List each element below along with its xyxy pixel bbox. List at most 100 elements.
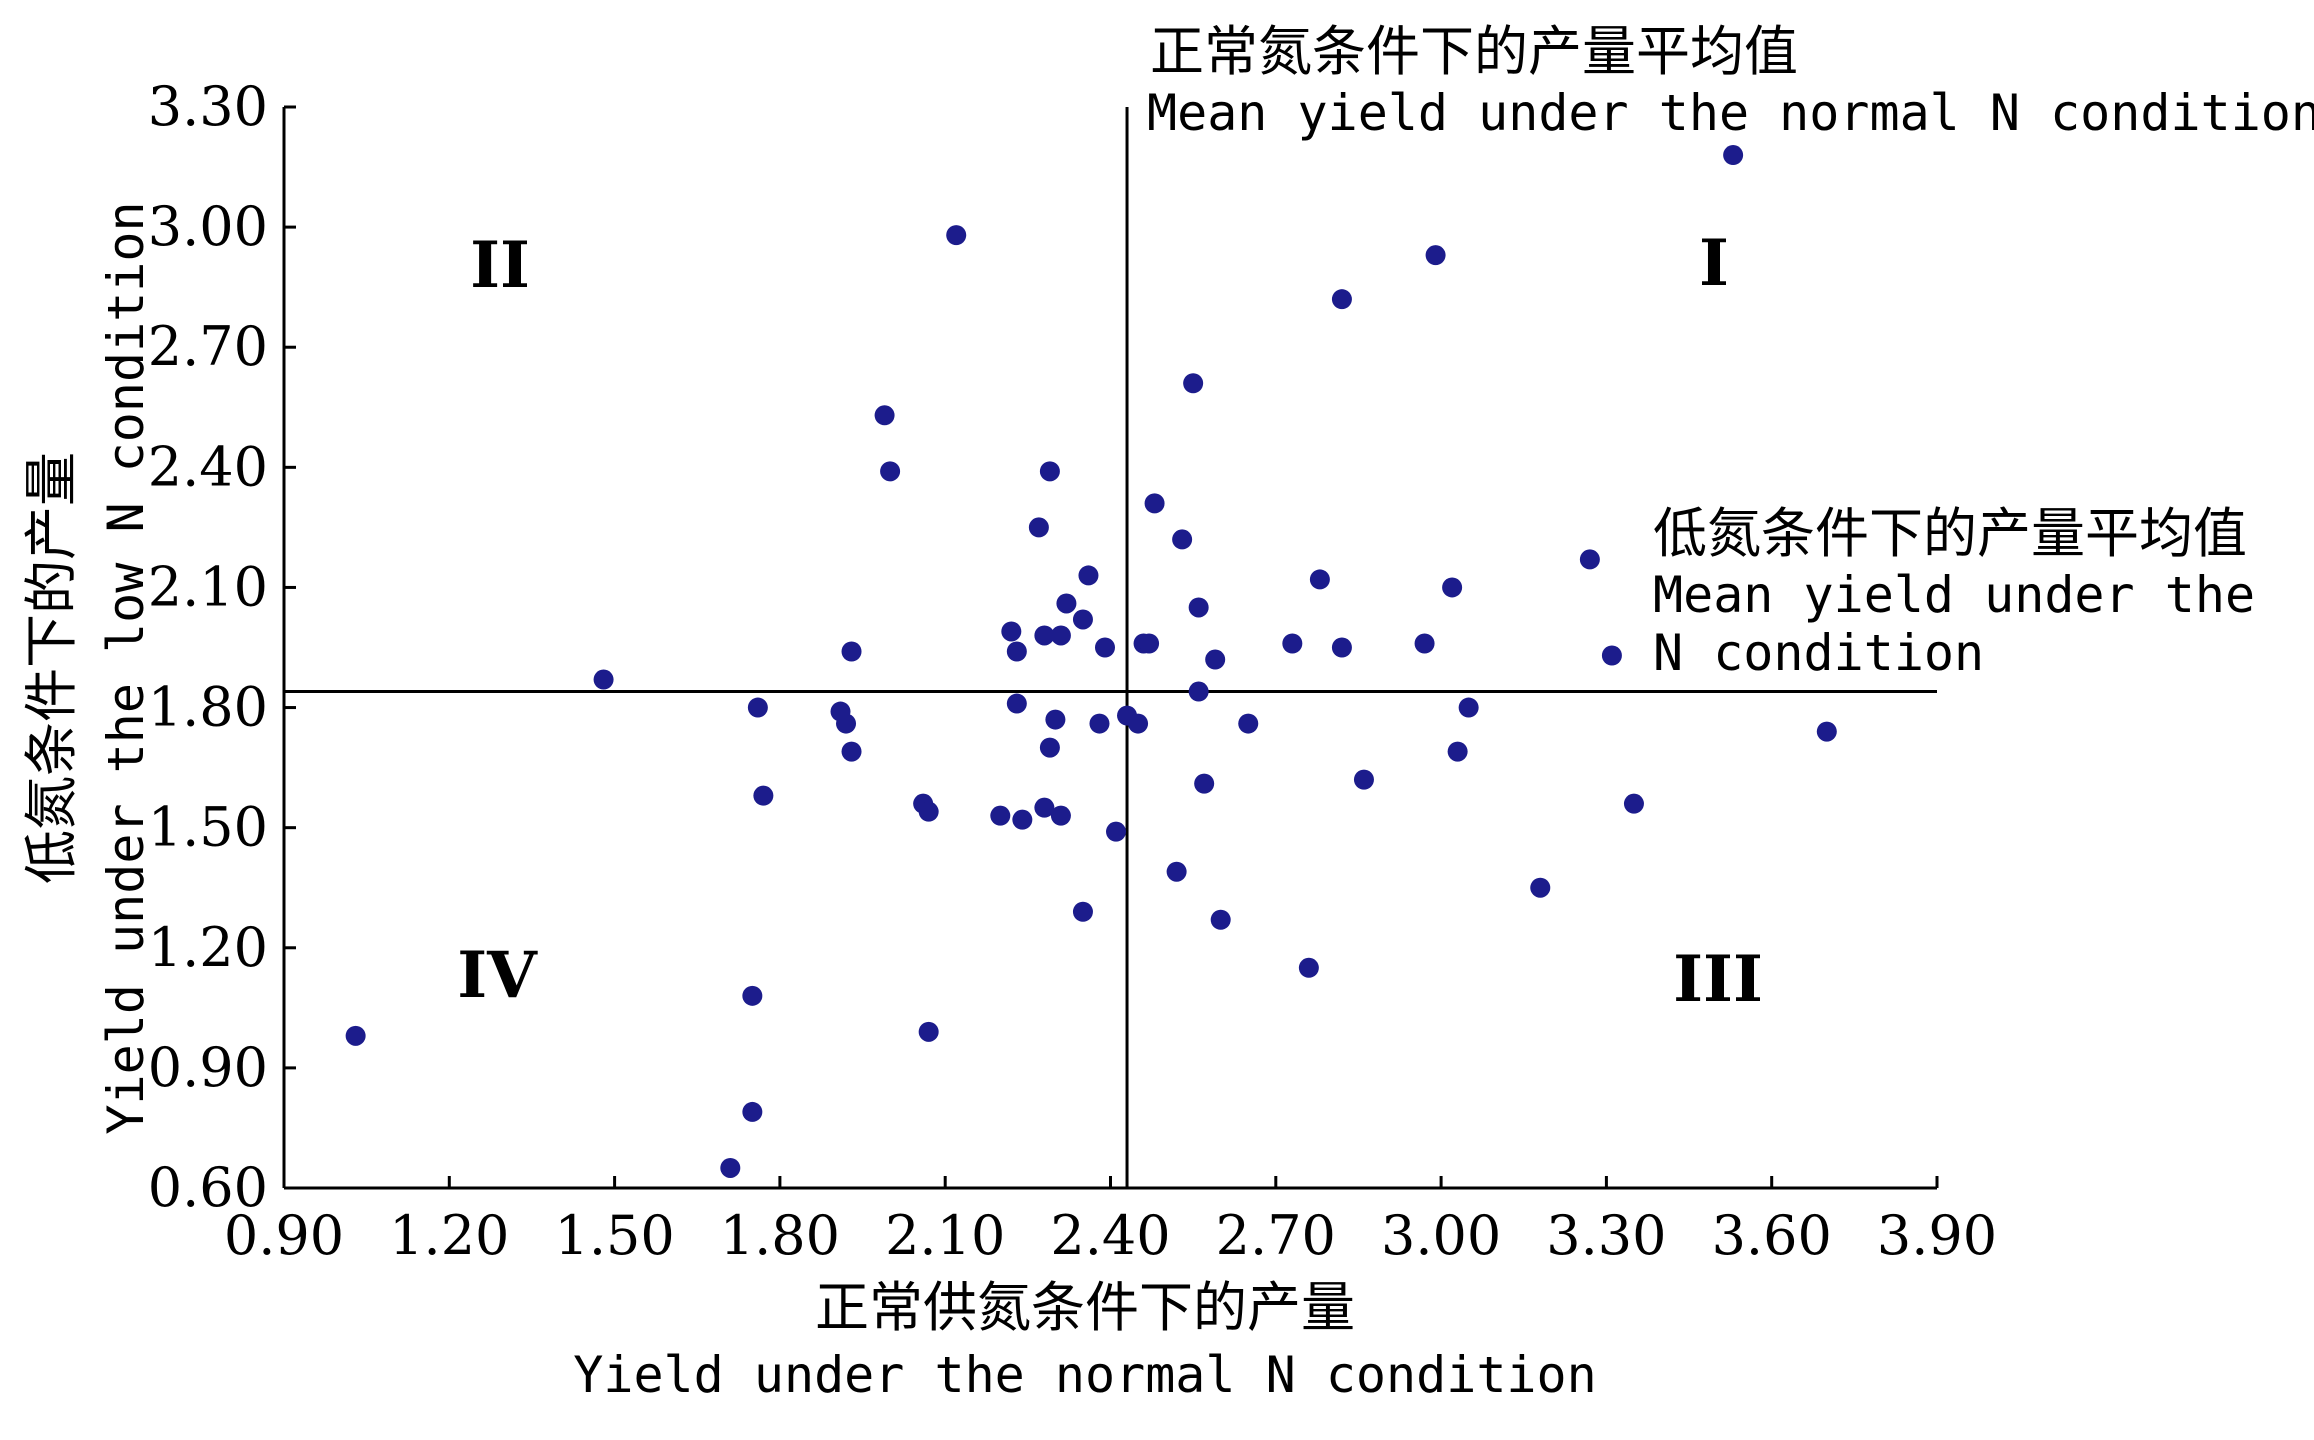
y-tick-label: 0.90 xyxy=(148,1036,268,1099)
data-point xyxy=(1298,957,1319,978)
x-tick-label: 0.90 xyxy=(224,1204,344,1267)
data-point xyxy=(841,741,862,762)
data-point xyxy=(1028,517,1049,538)
data-point xyxy=(874,405,895,426)
data-point xyxy=(1106,821,1127,842)
y-tick-label: 2.70 xyxy=(148,315,268,378)
data-point xyxy=(1050,625,1071,646)
data-point xyxy=(1205,649,1226,670)
mean-lines xyxy=(284,107,1937,1188)
x-tick-label: 3.30 xyxy=(1546,1204,1666,1267)
data-point xyxy=(918,1021,939,1042)
normal-mean-label-en: Mean yield under the normal N condition xyxy=(1147,84,2314,142)
y-axis-title-en: Yield under the low N condition xyxy=(97,201,155,1134)
x-tick-label: 1.80 xyxy=(720,1204,840,1267)
y-tick-label: 1.50 xyxy=(148,796,268,859)
x-axis-title-cn: 正常供氮条件下的产量 xyxy=(815,1276,1355,1339)
y-ticks: 0.60 0.90 1.20 1.50 1.80 2.10 2.40 2.70 3.00 3.30 xyxy=(148,75,296,1219)
data-point xyxy=(1210,909,1231,930)
data-point xyxy=(1579,549,1600,570)
data-point xyxy=(1078,565,1099,586)
data-point xyxy=(1034,625,1055,646)
data-point xyxy=(1034,797,1055,818)
data-point xyxy=(1447,741,1468,762)
data-point xyxy=(1139,633,1160,654)
data-point xyxy=(1050,805,1071,826)
y-tick-label: 1.20 xyxy=(148,916,268,979)
data-point xyxy=(836,713,857,734)
data-point xyxy=(1089,713,1110,734)
data-point xyxy=(880,461,901,482)
data-point xyxy=(720,1157,741,1178)
data-point xyxy=(1623,793,1644,814)
low-mean-label-cn: 低氮条件下的产量平均值 xyxy=(1653,502,2247,565)
low-mean-label-en-1: Mean yield under the xyxy=(1653,566,2255,624)
x-tick-label: 3.00 xyxy=(1381,1204,1501,1267)
x-tick-label: 3.90 xyxy=(1877,1204,1997,1267)
data-point xyxy=(1144,493,1165,514)
data-point xyxy=(1072,609,1093,630)
data-point xyxy=(1723,145,1744,166)
data-point xyxy=(1282,633,1303,654)
y-tick-label: 3.30 xyxy=(148,75,268,138)
data-points xyxy=(345,145,1837,1178)
data-point xyxy=(1331,289,1352,310)
quadrant-label-1: I xyxy=(1699,226,1729,301)
x-tick-label: 2.40 xyxy=(1050,1204,1170,1267)
data-point xyxy=(742,1101,763,1122)
x-tick-label: 1.20 xyxy=(389,1204,509,1267)
data-point xyxy=(753,785,774,806)
data-point xyxy=(1094,637,1115,658)
data-point xyxy=(593,669,614,690)
data-point xyxy=(1238,713,1259,734)
data-point xyxy=(345,1025,366,1046)
data-point xyxy=(1458,697,1479,718)
data-point xyxy=(841,641,862,662)
quadrant-label-2: II xyxy=(470,228,530,303)
x-tick-label: 2.10 xyxy=(885,1204,1005,1267)
data-point xyxy=(1442,577,1463,598)
data-point xyxy=(1006,641,1027,662)
y-axis-title-cn: 低氮条件下的产量 xyxy=(20,452,83,884)
data-point xyxy=(1816,721,1837,742)
data-point xyxy=(1425,245,1446,266)
data-point xyxy=(1056,593,1077,614)
y-tick-label: 1.80 xyxy=(148,676,268,739)
data-point xyxy=(1188,681,1209,702)
data-point xyxy=(1039,461,1060,482)
data-point xyxy=(742,985,763,1006)
x-tick-label: 1.50 xyxy=(554,1204,674,1267)
y-tick-label: 3.00 xyxy=(148,195,268,258)
data-point xyxy=(1183,373,1204,394)
data-point xyxy=(1012,809,1033,830)
data-point xyxy=(1414,633,1435,654)
data-point xyxy=(1194,773,1215,794)
data-point xyxy=(1006,693,1027,714)
data-point xyxy=(1128,713,1149,734)
y-tick-label: 0.60 xyxy=(148,1156,268,1219)
x-ticks: 0.90 1.20 1.50 1.80 2.10 2.40 2.70 3.00 3.30 3.60… xyxy=(224,1176,1997,1267)
data-point xyxy=(1331,637,1352,658)
low-mean-label-en-2: N condition xyxy=(1653,624,1984,682)
quadrant-label-4: IV xyxy=(457,938,538,1013)
y-tick-label: 2.10 xyxy=(148,555,268,618)
data-point xyxy=(1172,529,1193,550)
y-tick-label: 2.40 xyxy=(148,435,268,498)
normal-mean-label-cn: 正常氮条件下的产量平均值 xyxy=(1150,20,1798,83)
data-point xyxy=(1353,769,1374,790)
data-point xyxy=(1530,877,1551,898)
data-point xyxy=(1001,621,1022,642)
data-point xyxy=(1039,737,1060,758)
data-point xyxy=(1188,597,1209,618)
data-point xyxy=(990,805,1011,826)
quadrant-label-3: III xyxy=(1673,942,1763,1017)
x-tick-label: 3.60 xyxy=(1712,1204,1832,1267)
data-point xyxy=(747,697,768,718)
x-axis-title-en: Yield under the normal N condition xyxy=(573,1346,1597,1404)
data-point xyxy=(946,225,967,246)
data-point xyxy=(918,801,939,822)
data-point xyxy=(1045,709,1066,730)
data-point xyxy=(1072,901,1093,922)
